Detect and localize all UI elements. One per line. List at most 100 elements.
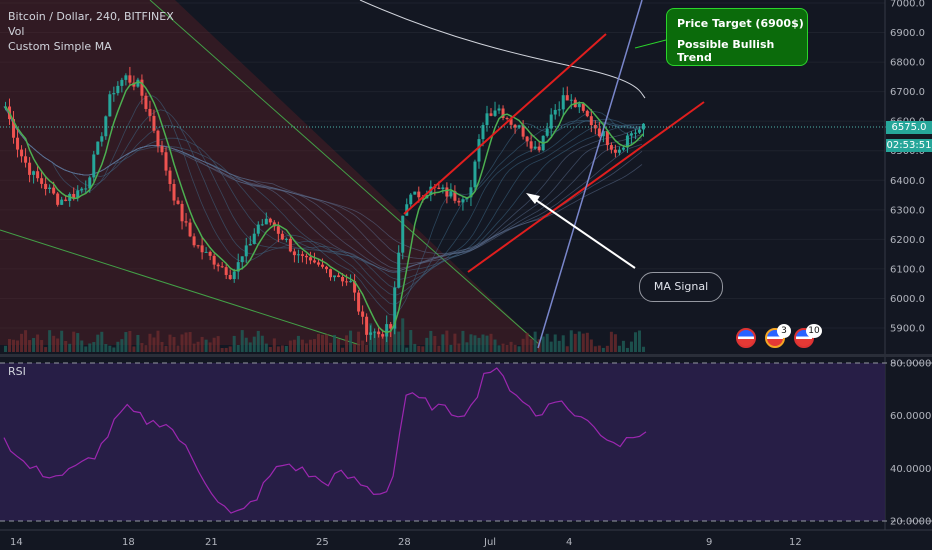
candle-body bbox=[489, 113, 493, 116]
candle-body bbox=[264, 218, 268, 225]
rsi-indicator-label[interactable]: RSI bbox=[8, 365, 26, 378]
volume-bar bbox=[445, 330, 449, 352]
volume-bar bbox=[220, 347, 224, 352]
volume-bar bbox=[116, 341, 120, 352]
candle-body bbox=[48, 187, 52, 190]
price-tick-label: 7000.0 bbox=[890, 0, 925, 10]
candle-body bbox=[120, 79, 124, 86]
candle-body bbox=[501, 108, 505, 118]
candle-body bbox=[208, 251, 212, 256]
volume-bar bbox=[84, 346, 88, 352]
volume-bar bbox=[513, 344, 517, 352]
candle-body bbox=[128, 75, 132, 83]
volume-bar bbox=[156, 330, 160, 352]
target-pointer bbox=[634, 39, 667, 49]
volume-bar bbox=[469, 334, 473, 352]
rsi-tick-label: 20.0000 bbox=[890, 517, 931, 528]
volume-bar bbox=[120, 339, 124, 352]
volume-bar bbox=[100, 331, 104, 352]
event-count-badge-2: 10 bbox=[806, 324, 822, 338]
candle-body bbox=[601, 131, 605, 137]
candle-body bbox=[236, 262, 240, 272]
candle-body bbox=[308, 257, 312, 261]
candle-body bbox=[325, 266, 328, 270]
volume-bar bbox=[405, 347, 409, 352]
symbol-title[interactable]: Bitcoin / Dollar, 240, BITFINEX bbox=[8, 10, 174, 23]
ma-indicator-label[interactable]: Custom Simple MA bbox=[8, 40, 112, 53]
time-axis: 14 18 21 25 28 Jul 4 9 12 bbox=[10, 537, 802, 548]
volume-bar bbox=[581, 333, 585, 352]
candle-body bbox=[333, 275, 337, 278]
candle-body bbox=[457, 200, 461, 203]
candle-body bbox=[180, 203, 184, 222]
volume-bar bbox=[320, 334, 324, 352]
volume-bar bbox=[4, 345, 7, 352]
time-tick-label: 14 bbox=[10, 537, 23, 548]
us-flag-event-icon[interactable] bbox=[736, 328, 756, 348]
volume-bar bbox=[641, 346, 645, 352]
volume-bar bbox=[272, 338, 276, 352]
volume-bar bbox=[16, 340, 20, 352]
candle-body bbox=[517, 125, 521, 128]
volume-bar bbox=[429, 330, 433, 352]
volume-bar bbox=[104, 343, 108, 352]
steep-trend-line bbox=[537, 0, 643, 349]
candle-body bbox=[204, 251, 208, 253]
volume-bar bbox=[521, 338, 525, 352]
candle-body bbox=[345, 281, 349, 283]
candle-body bbox=[397, 252, 401, 288]
candle-body bbox=[248, 243, 252, 246]
volume-bar bbox=[20, 333, 24, 352]
volume-bars bbox=[4, 318, 645, 352]
candle-body bbox=[36, 171, 40, 179]
candle-body bbox=[56, 193, 60, 205]
candle-body bbox=[577, 103, 581, 108]
volume-bar bbox=[457, 343, 461, 352]
last-price-tag: 6575.0 bbox=[886, 121, 932, 134]
volume-bar bbox=[325, 334, 328, 352]
candle-body bbox=[212, 255, 216, 265]
candle-body bbox=[477, 139, 481, 162]
volume-bar bbox=[260, 335, 264, 352]
time-tick-label: 18 bbox=[122, 537, 135, 548]
price-target-callout[interactable]: Price Target (6900$) Possible Bullish Tr… bbox=[666, 8, 808, 66]
candle-body bbox=[597, 128, 601, 137]
candle-body bbox=[409, 194, 413, 205]
candle-body bbox=[188, 222, 192, 237]
time-tick-label: 9 bbox=[706, 537, 712, 548]
volume-bar bbox=[176, 345, 180, 352]
volume-bar bbox=[24, 330, 28, 352]
candle-body bbox=[393, 287, 397, 329]
candle-body bbox=[505, 117, 509, 119]
volume-bar bbox=[449, 344, 453, 352]
ma-signal-callout[interactable]: MA Signal bbox=[639, 272, 723, 302]
wedge-lower-line bbox=[0, 229, 361, 346]
volume-bar bbox=[52, 335, 56, 352]
candle-body bbox=[196, 245, 200, 247]
volume-bar bbox=[533, 331, 537, 352]
candle-body bbox=[184, 221, 188, 223]
volume-bar bbox=[453, 333, 457, 352]
price-tick-label: 6300.0 bbox=[890, 205, 925, 216]
volume-indicator-label[interactable]: Vol bbox=[8, 25, 25, 38]
candle-body bbox=[449, 191, 453, 197]
candle-body bbox=[545, 128, 549, 136]
volume-bar bbox=[128, 330, 132, 352]
volume-bar bbox=[613, 334, 617, 352]
volume-bar bbox=[140, 343, 144, 352]
candle-body bbox=[469, 187, 473, 198]
candle-body bbox=[72, 194, 76, 198]
candle-body bbox=[64, 199, 68, 201]
volume-bar bbox=[108, 345, 112, 352]
candle-body bbox=[361, 311, 365, 317]
volume-bar bbox=[381, 333, 385, 352]
candle-body bbox=[557, 109, 561, 111]
volume-bar bbox=[204, 339, 208, 352]
volume-bar bbox=[192, 343, 196, 352]
candle-body bbox=[589, 116, 593, 126]
candle-body bbox=[605, 131, 609, 146]
candle-body bbox=[216, 264, 220, 267]
volume-bar bbox=[288, 340, 292, 352]
candle-body bbox=[228, 274, 232, 280]
